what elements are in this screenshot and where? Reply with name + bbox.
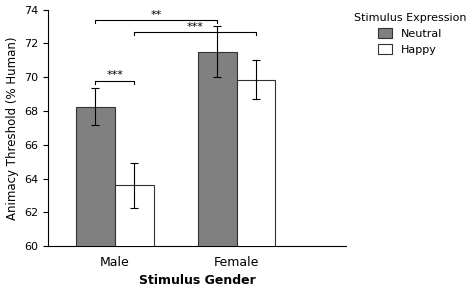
Y-axis label: Animacy Threshold (% Human): Animacy Threshold (% Human) (6, 36, 18, 220)
Text: ***: *** (107, 70, 123, 80)
Bar (237, 80, 275, 293)
Text: **: ** (151, 10, 162, 20)
Legend: Neutral, Happy: Neutral, Happy (352, 10, 468, 57)
X-axis label: Stimulus Gender: Stimulus Gender (138, 275, 255, 287)
Text: ***: *** (187, 21, 204, 32)
Bar (76, 107, 115, 293)
Bar (115, 185, 154, 293)
Bar (198, 52, 237, 293)
